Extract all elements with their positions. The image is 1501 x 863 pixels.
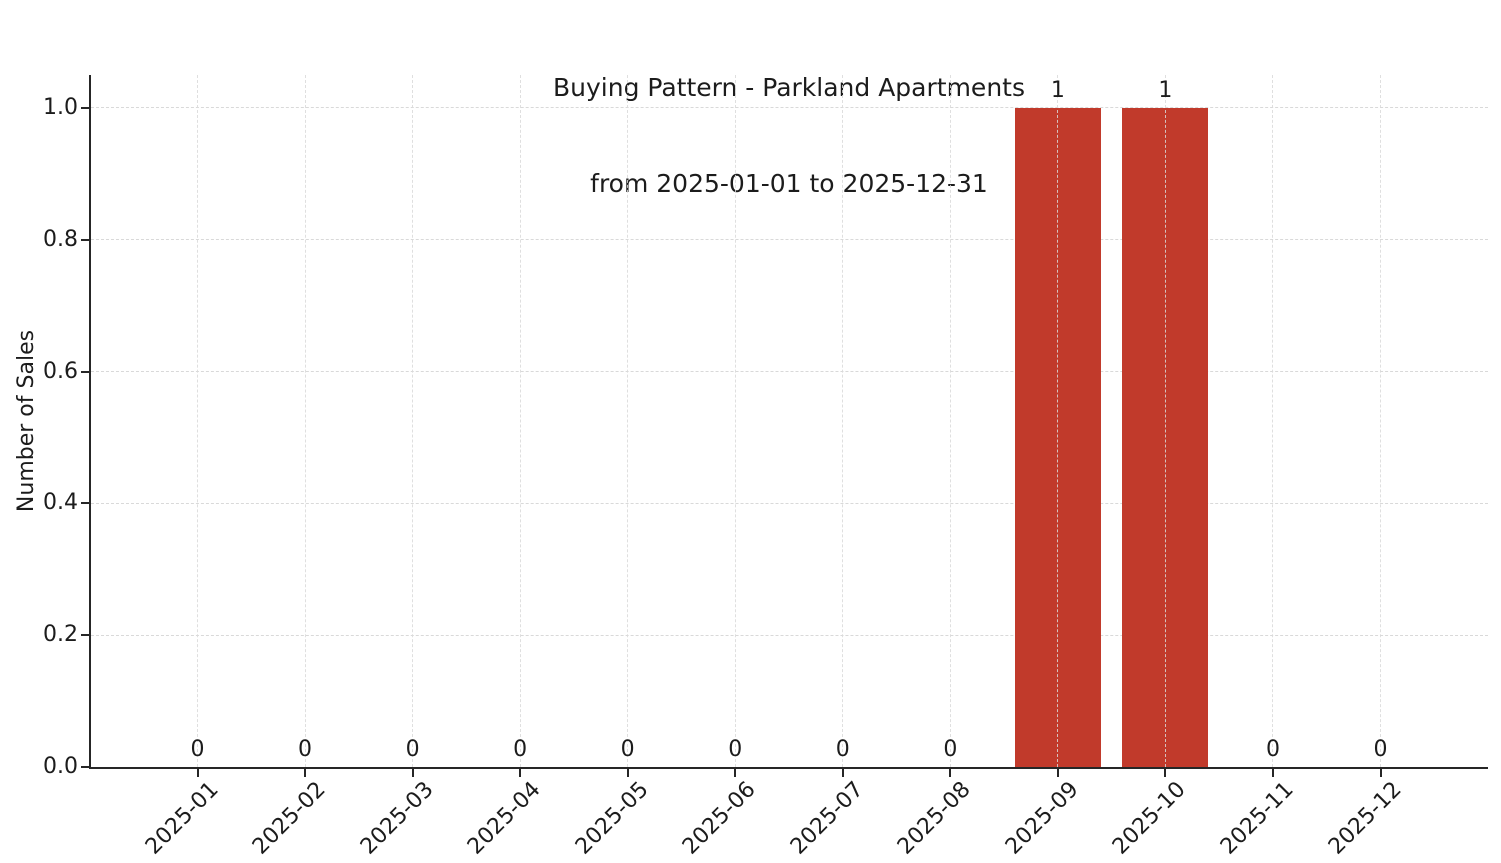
bar-value-label: 1 <box>1050 77 1065 103</box>
y-tick-mark <box>81 238 89 241</box>
y-gridline <box>91 371 1488 373</box>
x-gridline <box>1272 75 1274 767</box>
x-gridline <box>1380 75 1381 767</box>
bar-value-label: 0 <box>728 737 743 762</box>
bar-value-label: 1 <box>1158 77 1173 103</box>
x-gridline <box>949 75 951 767</box>
bar-value-label: 0 <box>1265 737 1280 762</box>
y-tick-mark <box>81 502 89 505</box>
y-tick-label: 0.6 <box>43 358 78 384</box>
x-tick-mark <box>411 769 414 777</box>
x-axis-spine <box>89 767 1488 769</box>
x-tick-label: 2025-02 <box>248 777 331 860</box>
x-tick-mark <box>841 769 844 777</box>
x-tick-label: 2025-06 <box>678 777 761 860</box>
x-gridline <box>842 75 844 767</box>
y-gridline <box>91 239 1488 241</box>
chart-title-line2: from 2025-01-01 to 2025-12-31 <box>590 169 988 198</box>
y-tick-label: 1.0 <box>43 94 78 120</box>
x-tick-label: 2025-08 <box>893 777 976 860</box>
x-tick-mark <box>1164 769 1167 777</box>
chart-title: Buying Pattern - Parkland Apartments fro… <box>90 8 1488 264</box>
bar-value-label: 0 <box>1373 737 1388 762</box>
y-axis-spine <box>89 75 91 769</box>
x-gridline <box>519 75 521 767</box>
y-gridline <box>91 502 1488 504</box>
x-tick-mark <box>304 769 307 777</box>
x-gridline <box>627 75 629 767</box>
y-gridline <box>91 107 1488 109</box>
x-tick-mark <box>626 769 629 777</box>
x-tick-mark <box>1271 769 1274 777</box>
x-tick-label: 2025-01 <box>140 777 224 860</box>
y-tick-label: 0.4 <box>43 490 78 516</box>
x-tick-label: 2025-07 <box>785 777 869 860</box>
x-tick-label: 2025-12 <box>1323 777 1407 860</box>
bar-value-label: 0 <box>405 737 420 762</box>
x-gridline <box>734 75 736 767</box>
x-tick-label: 2025-05 <box>570 777 654 860</box>
bar-value-label: 0 <box>190 737 205 762</box>
y-tick-mark <box>81 634 89 637</box>
y-tick-mark <box>81 766 89 768</box>
bar-value-label: 0 <box>835 737 850 762</box>
x-tick-label: 2025-09 <box>1000 777 1084 860</box>
x-gridline <box>197 75 198 767</box>
y-tick-mark <box>81 370 89 373</box>
y-tick-label: 0.2 <box>43 622 78 648</box>
bar-value-label: 0 <box>620 737 635 762</box>
y-gridline <box>91 634 1488 636</box>
x-tick-mark <box>196 769 199 777</box>
x-gridline <box>412 75 414 767</box>
x-tick-label: 2025-03 <box>355 777 439 860</box>
bar-value-label: 0 <box>943 737 958 762</box>
x-gridline <box>304 75 306 767</box>
chart-title-line1: Buying Pattern - Parkland Apartments <box>553 73 1025 102</box>
x-tick-label: 2025-11 <box>1215 777 1299 860</box>
y-tick-mark <box>81 106 89 109</box>
x-tick-label: 2025-04 <box>463 777 546 860</box>
y-tick-label: 0.8 <box>43 226 78 252</box>
x-tick-mark <box>1056 769 1059 777</box>
bar-value-label: 0 <box>298 737 313 762</box>
y-tick-label: 0.0 <box>43 754 78 779</box>
x-tick-mark <box>1379 769 1382 777</box>
bar-value-label: 0 <box>513 737 528 762</box>
x-gridline <box>1057 75 1059 767</box>
x-tick-label: 2025-10 <box>1108 777 1192 860</box>
x-gridline <box>1164 75 1166 767</box>
x-tick-mark <box>519 769 522 777</box>
x-tick-mark <box>734 769 737 777</box>
x-tick-mark <box>949 769 952 777</box>
